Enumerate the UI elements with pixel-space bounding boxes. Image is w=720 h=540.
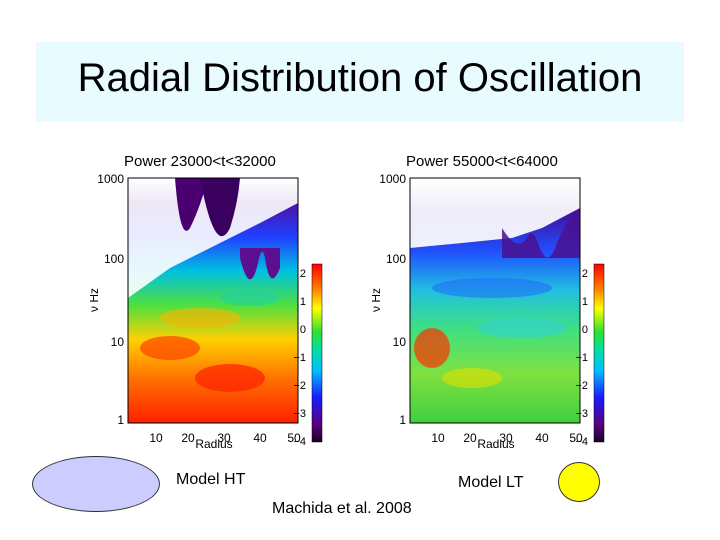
model-ht-label: Model HT xyxy=(176,471,246,488)
y-tick-label: 100 xyxy=(104,252,124,266)
heatmap-blob xyxy=(442,368,502,388)
chart-panel-lt: Power 55000<t<64000 1000 100 10 1 ν Hz 1… xyxy=(372,148,642,448)
x-tick-label: 30 xyxy=(217,431,231,445)
colorbar-labels: 2 1 0 −1 −2 −3 −4 xyxy=(293,268,306,448)
heatmap-blob xyxy=(195,364,265,392)
model-lt-label: Model LT xyxy=(458,474,524,491)
x-tick-label: 20 xyxy=(463,431,477,445)
heatmap-blob xyxy=(414,328,450,368)
y-tick-label: 1 xyxy=(399,413,406,427)
plot-frame xyxy=(127,177,299,424)
colorbar-tick: −3 xyxy=(575,408,588,420)
y-tick-label: 10 xyxy=(393,335,407,349)
heatmap-chart-lt: Power 55000<t<64000 1000 100 10 1 ν Hz 1… xyxy=(372,153,605,448)
y-tick-label: 10 xyxy=(111,335,125,349)
heatmap-peak xyxy=(502,208,580,258)
x-tick-label: 10 xyxy=(431,431,445,445)
colorbar-tick: −4 xyxy=(293,436,306,448)
colorbar-tick: 0 xyxy=(300,324,306,336)
y-axis-label: ν Hz xyxy=(372,288,383,312)
x-tick-label: 40 xyxy=(253,431,267,445)
colorbar-tick: −2 xyxy=(293,380,306,392)
title-box: Radial Distribution of Oscillation xyxy=(36,42,684,122)
y-axis-labels: 1000 100 10 1 xyxy=(97,172,124,427)
heatmap-blob xyxy=(477,318,567,338)
x-axis-labels: 10 20 30 40 50 xyxy=(149,431,301,445)
colorbar-labels: 2 1 0 −1 −2 −3 −4 xyxy=(575,268,588,448)
x-tick-label: 50 xyxy=(569,431,583,445)
x-tick-label: 10 xyxy=(149,431,163,445)
heatmap-blob xyxy=(220,290,280,306)
slide-title: Radial Distribution of Oscillation xyxy=(77,56,643,100)
heatmap-peak xyxy=(175,178,208,231)
colorbar-tick: −4 xyxy=(575,436,588,448)
colorbar-tick: 2 xyxy=(300,268,306,280)
y-tick-label: 1 xyxy=(117,413,124,427)
ellipse-shape-left xyxy=(32,456,160,512)
heatmap-peak xyxy=(240,248,280,280)
heatmap-blob xyxy=(140,336,200,360)
heatmap-blob xyxy=(160,308,240,328)
chart-title: Power 55000<t<64000 xyxy=(406,153,558,170)
x-tick-label: 20 xyxy=(181,431,195,445)
colorbar-tick: 1 xyxy=(582,296,588,308)
colorbar-tick: 0 xyxy=(582,324,588,336)
x-axis-label: Radius xyxy=(477,437,514,448)
colorbar-tick: 1 xyxy=(300,296,306,308)
y-axis-label: ν Hz xyxy=(90,288,101,312)
x-tick-label: 40 xyxy=(535,431,549,445)
heatmap-blob xyxy=(432,278,552,298)
x-tick-label: 50 xyxy=(287,431,301,445)
colorbar-tick: −3 xyxy=(293,408,306,420)
heatmap-field xyxy=(410,178,580,423)
colorbar-tick: −1 xyxy=(575,352,588,364)
colorbar xyxy=(311,263,323,443)
chart-title: Power 23000<t<32000 xyxy=(124,153,276,170)
heatmap-peak xyxy=(200,178,240,237)
colorbar-tick: 2 xyxy=(582,268,588,280)
colorbar-tick: −2 xyxy=(575,380,588,392)
heatmap-empty-region xyxy=(128,178,298,298)
x-axis-label: Radius xyxy=(195,437,232,448)
ellipse-shape-right xyxy=(558,462,600,502)
plot-frame xyxy=(409,177,581,424)
colorbar xyxy=(593,263,605,443)
heatmap-empty-region xyxy=(410,178,580,248)
y-tick-label: 1000 xyxy=(97,172,124,186)
x-tick-label: 30 xyxy=(499,431,513,445)
y-axis-labels: 1000 100 10 1 xyxy=(379,172,406,427)
x-axis-labels: 10 20 30 40 50 xyxy=(431,431,583,445)
citation: Machida et al. 2008 xyxy=(272,500,412,517)
heatmap-chart-ht: Power 23000<t<32000 1000 100 10 1 ν Hz 1… xyxy=(90,153,323,448)
heatmap-field xyxy=(128,178,298,423)
chart-panel-ht: Power 23000<t<32000 1000 100 10 1 ν Hz 1… xyxy=(90,148,360,448)
y-tick-label: 100 xyxy=(386,252,406,266)
y-tick-label: 1000 xyxy=(379,172,406,186)
colorbar-tick: −1 xyxy=(293,352,306,364)
